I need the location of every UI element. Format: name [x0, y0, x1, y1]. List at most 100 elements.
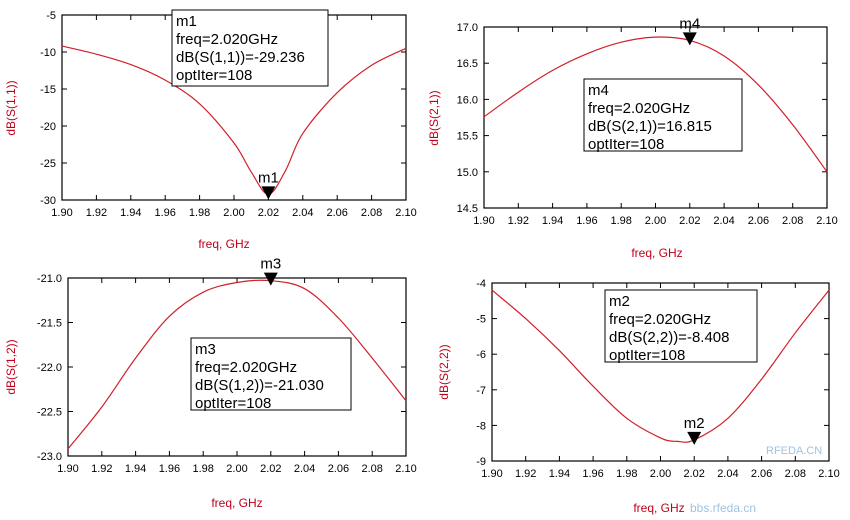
marker-readout-line: dB(S(1,2))=-21.030 [195, 377, 324, 394]
y-tick-label: -21.0 [37, 273, 62, 285]
y-axis-label: dB(S(1,2)) [4, 339, 18, 394]
marker-m3[interactable] [263, 272, 278, 286]
y-tick-label: -4 [476, 278, 486, 290]
y-tick-label: -7 [476, 385, 486, 397]
x-axis-label: freq, GHz [631, 246, 682, 260]
x-axis-label: freq, GHz [633, 501, 684, 515]
y-tick-label: 17.0 [457, 22, 478, 34]
plot-s21: 1.90 1.92 1.94 1.96 1.98 2.00 2.02 2.04 2.06 2.08… [427, 15, 838, 260]
x-tick-label: 2.08 [785, 468, 806, 480]
y-tick-label: 15.0 [457, 167, 478, 179]
marker-readout-box [604, 289, 758, 363]
x-tick-label: 2.04 [713, 215, 734, 227]
watermark-url: bbs.rfeda.cn [690, 501, 756, 515]
marker-readout-line: dB(S(1,1))=-29.236 [176, 49, 305, 66]
x-tick-label: 2.00 [223, 207, 244, 219]
marker-m2[interactable] [687, 431, 702, 445]
x-tick-label: 2.06 [328, 463, 349, 475]
y-tick-label: -25 [40, 158, 56, 170]
x-tick-label: 2.10 [395, 463, 416, 475]
x-tick-label: 1.90 [57, 463, 78, 475]
marker-readout-line: m1 [176, 13, 197, 30]
x-tick-label: 1.94 [125, 463, 146, 475]
marker-readout-line: optIter=108 [176, 67, 252, 84]
x-tick-label: 2.00 [645, 215, 666, 227]
x-tick-label: 2.08 [361, 463, 382, 475]
marker-readout-line: optIter=108 [195, 395, 271, 412]
y-tick-label: -23.0 [37, 451, 62, 463]
marker-readout-line: freq=2.020GHz [176, 31, 278, 48]
y-tick-label: 14.5 [457, 203, 478, 215]
y-tick-label: 16.0 [457, 94, 478, 106]
x-tick-label: 1.94 [120, 207, 141, 219]
marker-readout-box [583, 78, 743, 152]
marker-readout-box [190, 337, 352, 411]
x-tick-label: 1.92 [508, 215, 529, 227]
x-tick-label: 1.98 [616, 468, 637, 480]
series-line-s21 [483, 36, 828, 173]
marker-readout-line: freq=2.020GHz [195, 359, 297, 376]
y-tick-label: -6 [476, 349, 486, 361]
x-tick-label: 2.02 [258, 207, 279, 219]
marker-readout-line: freq=2.020GHz [588, 100, 690, 117]
y-tick-label: -22.5 [37, 407, 62, 419]
marker-label-m3: m3 [260, 256, 281, 273]
watermark: RFEDA.CN bbs.rfeda.cn [690, 445, 822, 515]
x-tick-label: 2.02 [679, 215, 700, 227]
marker-label-m4: m4 [679, 15, 700, 32]
marker-m1[interactable] [261, 186, 276, 200]
marker-readout-line: dB(S(2,1))=16.815 [588, 118, 712, 135]
x-tick-label: 2.04 [717, 468, 738, 480]
x-tick-label: 1.96 [576, 215, 597, 227]
series-line-s22 [491, 289, 830, 443]
x-tick-label: 1.92 [86, 207, 107, 219]
x-tick-label: 1.96 [154, 207, 175, 219]
x-tick-label: 1.96 [159, 463, 180, 475]
x-tick-label: 1.90 [481, 468, 502, 480]
y-tick-label: -15 [40, 84, 56, 96]
x-tick-label: 2.10 [818, 468, 839, 480]
x-axis-label: freq, GHz [198, 237, 249, 251]
x-tick-label: 1.90 [473, 215, 494, 227]
plot-s22: 1.90 1.92 1.94 1.96 1.98 2.00 2.02 2.04 2.06 2.08… [437, 278, 840, 515]
marker-label-m1: m1 [258, 169, 279, 186]
plot-s11: 1.90 1.92 1.94 1.96 1.98 2.00 2.02 2.04 2.06 2.08… [4, 9, 417, 251]
series-line-s11 [61, 45, 407, 195]
series-line-s12 [67, 279, 407, 450]
x-tick-label: 1.98 [192, 463, 213, 475]
y-tick-label: -21.5 [37, 318, 62, 330]
y-tick-label: -9 [476, 456, 486, 468]
y-tick-label: -30 [40, 195, 56, 207]
y-tick-label: 15.5 [457, 131, 478, 143]
marker-readout-line: dB(S(2,2))=-8.408 [609, 329, 729, 346]
x-tick-label: 2.08 [361, 207, 382, 219]
y-axis-label: dB(S(2,1)) [427, 90, 441, 145]
y-axis-label: dB(S(2,2)) [437, 344, 451, 399]
marker-readout-box [171, 9, 329, 87]
y-tick-label: -8 [476, 420, 486, 432]
marker-m4[interactable] [682, 32, 697, 46]
y-axis-label: dB(S(1,1)) [4, 80, 18, 135]
x-tick-label: 2.06 [326, 207, 347, 219]
x-tick-label: 2.04 [292, 207, 313, 219]
x-tick-label: 2.02 [260, 463, 281, 475]
x-tick-label: 2.06 [748, 215, 769, 227]
y-tick-label: 16.5 [457, 58, 478, 70]
x-tick-label: 1.98 [189, 207, 210, 219]
marker-readout-line: freq=2.020GHz [609, 311, 711, 328]
x-tick-label: 1.98 [610, 215, 631, 227]
x-tick-label: 1.94 [542, 215, 563, 227]
marker-readout-line: m2 [609, 293, 630, 310]
x-tick-label: 1.92 [91, 463, 112, 475]
y-tick-label: -5 [46, 10, 56, 22]
marker-readout-line: optIter=108 [588, 136, 664, 153]
x-tick-label: 1.90 [51, 207, 72, 219]
x-tick-label: 2.04 [294, 463, 315, 475]
marker-label-m2: m2 [684, 415, 705, 432]
marker-readout-line: m3 [195, 341, 216, 358]
x-tick-label: 2.10 [395, 207, 416, 219]
x-tick-label: 2.08 [782, 215, 803, 227]
y-tick-label: -5 [476, 314, 486, 326]
y-tick-label: -20 [40, 121, 56, 133]
